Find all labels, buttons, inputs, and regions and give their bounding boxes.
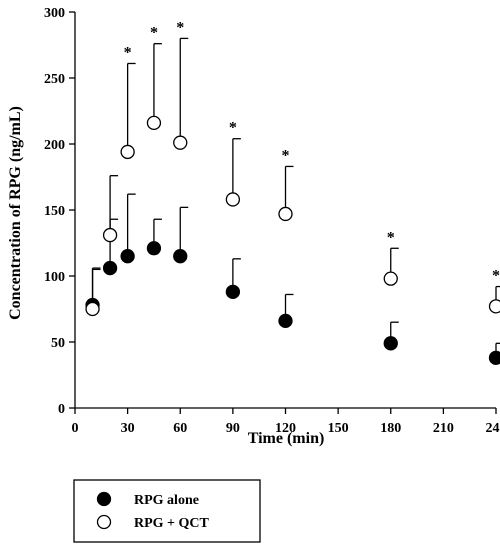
- y-tick-label: 300: [44, 6, 65, 21]
- significance-star: *: [387, 229, 395, 246]
- legend-marker-rpg-qct: [96, 514, 112, 530]
- x-tick-label: 120: [275, 421, 296, 436]
- y-axis-title: Concentration of RPG (ng/mL): [7, 106, 24, 320]
- significance-star: *: [150, 25, 158, 42]
- x-tick-label: 60: [173, 421, 187, 436]
- legend: RPG alone RPG + QCT: [73, 479, 261, 543]
- data-point-rpg-alone: [146, 241, 162, 256]
- data-point-rpg-qct: [120, 144, 135, 160]
- error-bars: [91, 37, 500, 352]
- significance-markers: * * * * * * *: [124, 19, 500, 284]
- y-tick-label: 50: [51, 336, 65, 351]
- y-tick-label: 150: [44, 204, 65, 219]
- y-tick-label: 250: [44, 72, 65, 87]
- significance-star: *: [282, 147, 290, 164]
- x-tick-label: 90: [226, 421, 240, 436]
- x-tick-label: 0: [72, 421, 79, 436]
- x-tick-label: 150: [328, 421, 349, 436]
- significance-star: *: [124, 44, 132, 61]
- data-point-rpg-qct: [488, 299, 500, 314]
- y-tick-label: 200: [44, 138, 65, 153]
- x-axis-title: Time (min): [248, 430, 325, 447]
- x-ticks: 0 30 60 90 120 150 180 210 240: [72, 408, 500, 436]
- data-point-rpg-alone: [173, 249, 188, 264]
- data-point-rpg-alone: [102, 260, 118, 276]
- data-point-rpg-alone: [225, 284, 241, 299]
- significance-star: *: [492, 268, 500, 285]
- axes: 0 50 100 150 200 250 300 0 30 60 90 120 150 180 210 24…: [44, 6, 500, 436]
- data-point-rpg-alone: [120, 249, 135, 264]
- legend-box: [73, 479, 261, 543]
- x-tick-label: 240: [486, 421, 500, 436]
- y-ticks: 0 50 100 150 200 250 300: [44, 6, 75, 417]
- data-point-rpg-qct: [102, 227, 118, 243]
- data-point-rpg-qct: [173, 135, 188, 150]
- data-point-rpg-qct: [225, 192, 241, 207]
- y-tick-label: 100: [44, 270, 65, 285]
- data-point-rpg-qct: [146, 115, 162, 131]
- significance-star: *: [176, 19, 184, 36]
- data-point-rpg-alone: [278, 313, 293, 329]
- legend-marker-rpg-alone: [96, 491, 112, 507]
- data-point-rpg-alone: [488, 350, 500, 365]
- data-point-rpg-qct: [383, 271, 398, 286]
- y-tick-label: 0: [58, 402, 65, 417]
- legend-label-rpg-qct: RPG + QCT: [134, 516, 210, 531]
- data-point-rpg-qct: [85, 301, 100, 317]
- x-tick-label: 180: [380, 421, 401, 436]
- significance-star: *: [229, 120, 237, 137]
- data-point-rpg-qct: [278, 206, 293, 222]
- legend-label-rpg-alone: RPG alone: [134, 493, 199, 508]
- x-tick-label: 210: [433, 421, 454, 436]
- data-point-rpg-alone: [383, 336, 398, 351]
- data-markers: [85, 115, 500, 365]
- x-tick-label: 30: [121, 421, 135, 436]
